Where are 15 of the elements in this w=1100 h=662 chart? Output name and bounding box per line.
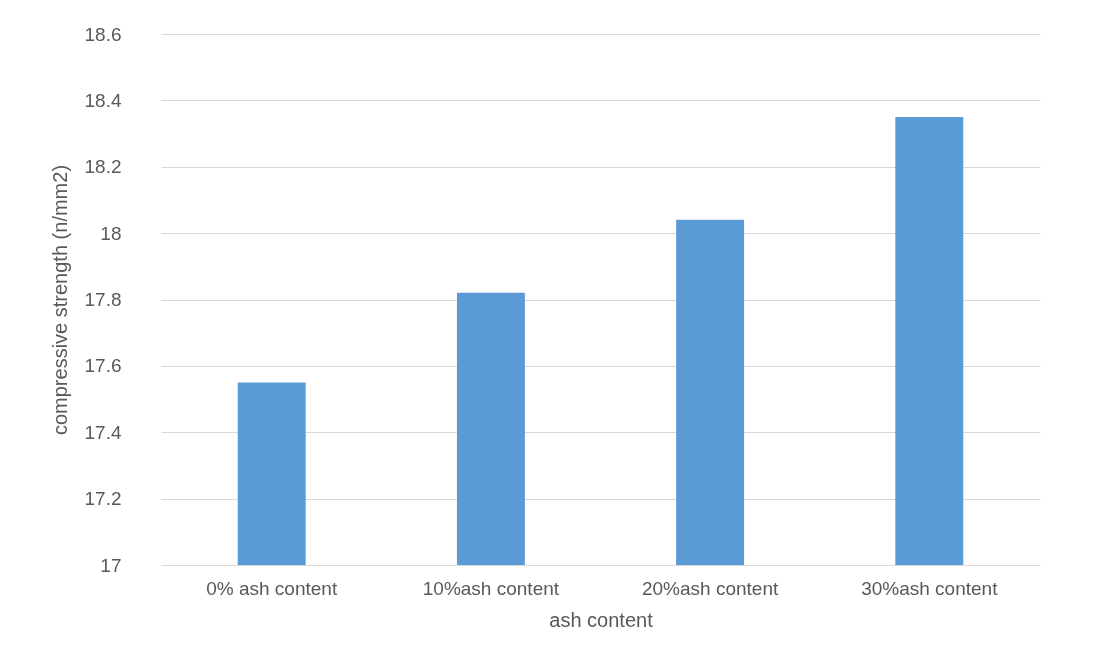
- x-axis-title: ash content: [549, 608, 654, 631]
- y-tick-label: 17.8: [84, 289, 122, 310]
- y-tick-label: 18.2: [84, 156, 122, 178]
- y-tick-label: 17.4: [84, 421, 122, 443]
- y-tick-label: 17.6: [84, 355, 122, 377]
- y-tick-label: 18: [100, 222, 122, 244]
- x-tick-label: 0% ash content: [206, 577, 338, 599]
- y-axis-title: compressive strength (n/mm2): [48, 164, 71, 436]
- y-tick-label: 17.2: [84, 488, 122, 510]
- y-tick-label: 18.6: [84, 23, 122, 45]
- y-tick-label: 17: [100, 554, 122, 576]
- x-tick-label: 10%ash content: [422, 577, 560, 599]
- x-tick-label: 30%ash content: [861, 577, 999, 599]
- y-tick-label: 18.4: [84, 89, 122, 111]
- x-tick-label: 20%ash content: [641, 577, 779, 599]
